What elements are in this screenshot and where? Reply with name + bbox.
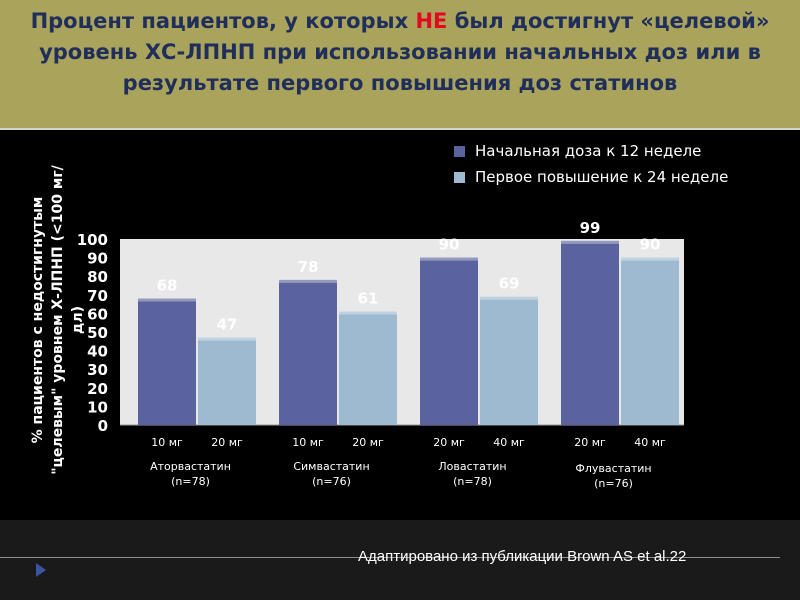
title-part-1: Процент пациентов, у которых — [30, 9, 416, 33]
legend-item-series-1: Начальная доза к 12 неделе — [454, 138, 728, 164]
bar-s2-g1 — [198, 337, 256, 425]
y-tick-label-8: 80 — [87, 268, 108, 286]
data-label-s1-g2: 78 — [298, 258, 319, 276]
bar-s1-g2 — [279, 279, 337, 425]
dose-label-s1-g4: 20 мг — [574, 436, 606, 449]
legend-swatch-series-2 — [454, 171, 465, 183]
y-tick-label-0: 0 — [98, 417, 108, 435]
y-tick-label-9: 90 — [87, 250, 108, 268]
drug-label-g2: Симвастатин — [293, 460, 369, 473]
bar-s2-g4 — [621, 257, 679, 425]
legend-swatch-series-1 — [454, 145, 465, 157]
dose-label-s2-g4: 40 мг — [634, 436, 666, 449]
bar-highlight-s2-g3 — [480, 296, 538, 300]
drug-n-label-g2: (n=76) — [312, 475, 351, 488]
bar-highlight-s2-g2 — [339, 311, 397, 315]
bar-s1-g3 — [420, 257, 478, 425]
bar-s1-g4 — [561, 240, 619, 425]
data-label-s1-g4: 99 — [580, 219, 601, 237]
dose-label-s2-g2: 20 мг — [352, 436, 384, 449]
bar-s2-g3 — [480, 296, 538, 425]
bar-s1-g1 — [138, 298, 196, 425]
data-label-s1-g3: 90 — [439, 236, 460, 254]
title-part-2: был достигнут «целевой» уровень ХС-ЛПНП … — [39, 9, 770, 95]
bar-highlight-s1-g2 — [279, 279, 337, 283]
legend-label-series-1: Начальная доза к 12 неделе — [475, 142, 702, 160]
header-divider — [0, 128, 800, 130]
slide-title: Процент пациентов, у которых НЕ был дост… — [20, 6, 780, 99]
data-label-s2-g1: 47 — [217, 316, 238, 334]
y-tick-label-3: 30 — [87, 361, 108, 379]
drug-label-g3: Ловастатин — [438, 460, 506, 473]
data-label-s2-g4: 90 — [640, 236, 661, 254]
dose-label-s2-g3: 40 мг — [493, 436, 525, 449]
bar-highlight-s2-g1 — [198, 337, 256, 341]
title-highlight: НЕ — [415, 9, 448, 33]
title-bar: Процент пациентов, у которых НЕ был дост… — [0, 0, 800, 128]
dose-label-s1-g3: 20 мг — [433, 436, 465, 449]
y-tick-label-6: 60 — [87, 305, 108, 323]
bar-highlight-s2-g4 — [621, 257, 679, 261]
chart-legend: Начальная доза к 12 неделе Первое повыше… — [454, 138, 728, 190]
drug-label-g1: Аторвастатин — [150, 460, 231, 473]
drug-n-label-g4: (n=76) — [594, 477, 633, 490]
legend-item-series-2: Первое повышение к 24 неделе — [454, 164, 728, 190]
y-axis-label: % пациентов с недостигнутым "целевым" ур… — [30, 165, 86, 475]
legend-label-series-2: Первое повышение к 24 неделе — [475, 168, 729, 186]
y-tick-label-7: 70 — [87, 287, 108, 305]
source-citation: Адаптировано из публикации Brown AS et a… — [358, 548, 687, 565]
y-tick-label-5: 50 — [87, 324, 108, 342]
bar-highlight-s1-g1 — [138, 298, 196, 302]
footer-divider — [0, 557, 780, 558]
bar-highlight-s1-g3 — [420, 257, 478, 261]
data-label-s1-g1: 68 — [157, 277, 178, 295]
y-tick-label-2: 20 — [87, 380, 108, 398]
dose-label-s2-g1: 20 мг — [211, 436, 243, 449]
data-label-s2-g3: 69 — [499, 275, 520, 293]
drug-n-label-g1: (n=78) — [171, 475, 210, 488]
dose-label-s1-g2: 10 мг — [292, 436, 324, 449]
data-label-s2-g2: 61 — [358, 290, 379, 308]
y-tick-label-4: 40 — [87, 343, 108, 361]
footer-bar — [0, 520, 800, 600]
y-tick-label-1: 10 — [87, 398, 108, 416]
bar-highlight-s1-g4 — [561, 240, 619, 244]
bar-s2-g2 — [339, 311, 397, 425]
drug-n-label-g3: (n=78) — [453, 475, 492, 488]
arrow-bullet-icon — [36, 563, 46, 577]
drug-label-g4: Флувастатин — [575, 462, 651, 475]
y-tick-label-10: 100 — [77, 231, 108, 249]
dose-label-s1-g1: 10 мг — [151, 436, 183, 449]
